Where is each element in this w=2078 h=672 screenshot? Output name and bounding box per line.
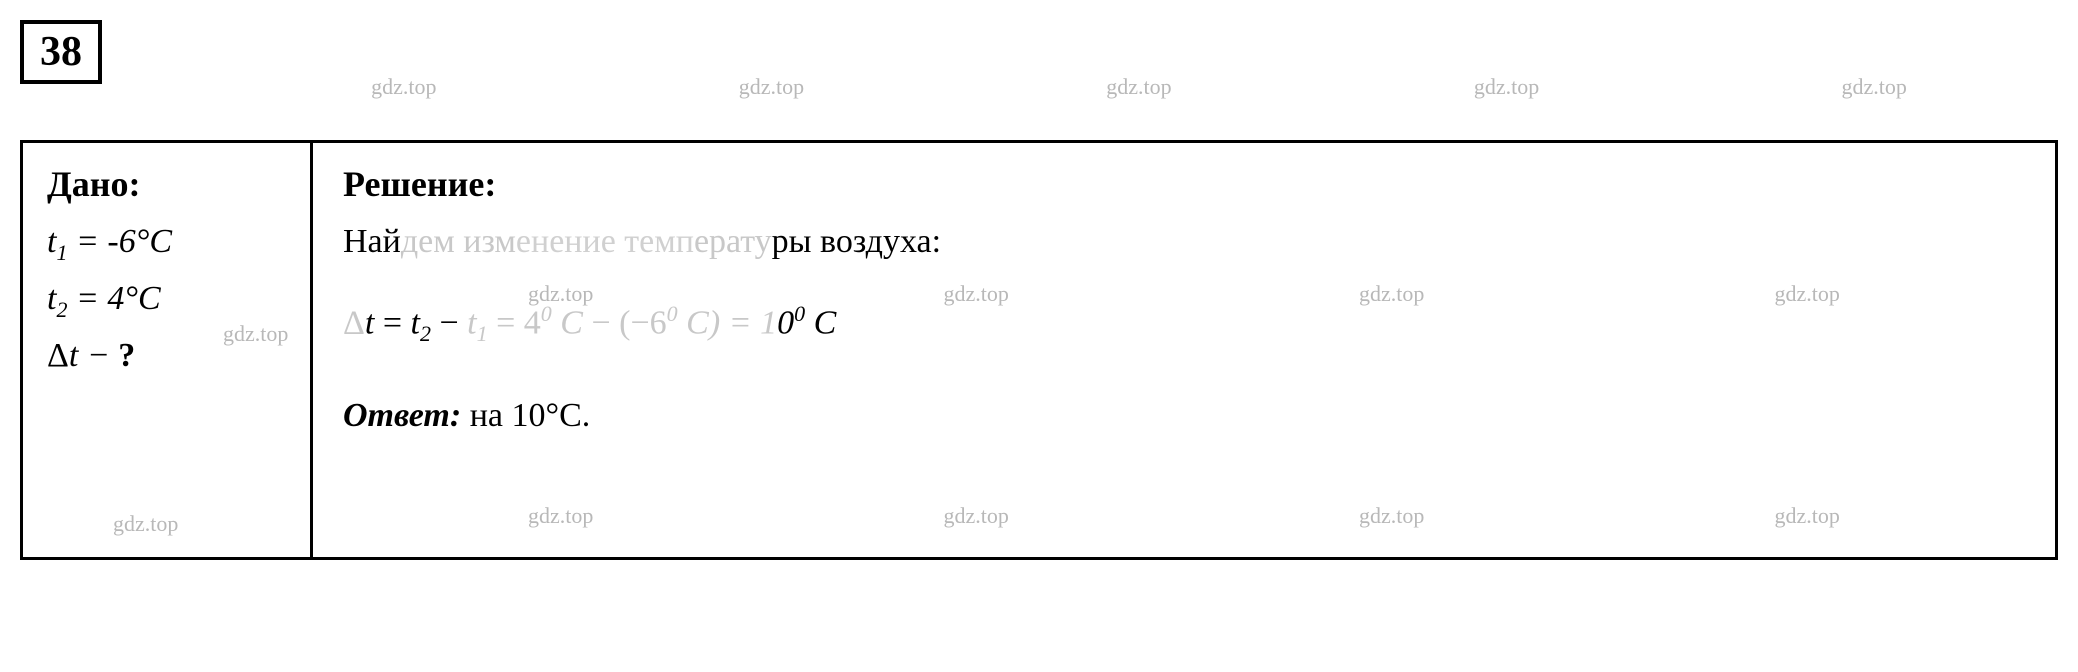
watermark: gdz.top xyxy=(944,503,1009,529)
minus: − xyxy=(431,304,467,341)
sub: 1 xyxy=(56,240,67,265)
ten: 0 xyxy=(777,304,794,341)
solution-column: Решение: Найдем изменение температуры во… xyxy=(313,143,2055,557)
part-faded: енение темп xyxy=(516,223,694,260)
sub: 2 xyxy=(56,297,67,322)
problem-number: 38 xyxy=(40,29,82,75)
c: C xyxy=(805,304,836,341)
t1: t xyxy=(467,304,476,341)
c: C xyxy=(552,304,583,341)
watermark-row-top: gdz.top gdz.top gdz.top gdz.top gdz.top xyxy=(20,74,2058,100)
solution-table: Дано: t1 = -6°C t2 = 4°C gdz.top Δt − ? … xyxy=(20,140,2058,560)
watermark: gdz.top xyxy=(1841,74,1906,100)
answer-line: Ответ: на 10°C. xyxy=(343,397,2025,435)
given-t1: t1 = -6°C xyxy=(47,223,286,266)
delta: Δ xyxy=(47,337,69,374)
watermark-row-bottom: gdz.top gdz.top gdz.top gdz.top xyxy=(313,503,2055,529)
watermark: gdz.top xyxy=(944,281,1009,307)
watermark: gdz.top xyxy=(1359,503,1424,529)
question-mark: ? xyxy=(118,337,135,374)
eq: = 4 xyxy=(488,304,541,341)
watermark: gdz.top xyxy=(371,74,436,100)
minus: − (−6 xyxy=(583,304,667,341)
answer-text: на 10°C. xyxy=(461,397,590,434)
dash: − xyxy=(78,337,118,374)
var: t xyxy=(69,337,78,374)
watermark: gdz.top xyxy=(1775,281,1840,307)
watermark: gdz.top xyxy=(1106,74,1171,100)
part: ры воздуха: xyxy=(772,223,941,260)
answer-label: Ответ: xyxy=(343,397,461,434)
given-column: Дано: t1 = -6°C t2 = 4°C gdz.top Δt − ? xyxy=(23,143,313,557)
solution-title: Решение: xyxy=(343,163,2025,205)
solution-formula: Δt = t2 − t1 = 40 C − (−60 C) = 100 C xyxy=(343,301,2025,347)
part-faded: ерату xyxy=(694,223,772,260)
delta: Δ xyxy=(343,304,365,341)
problem-number-box: 38 xyxy=(20,20,102,84)
watermark: gdz.top xyxy=(223,321,288,347)
solution-line1: Найдем изменение температуры воздуха: xyxy=(343,223,2025,261)
sub: 1 xyxy=(477,321,488,346)
watermark: gdz.top xyxy=(1474,74,1539,100)
watermark: gdz.top xyxy=(739,74,804,100)
t: t xyxy=(365,304,374,341)
watermark: gdz.top xyxy=(113,511,178,537)
watermark: gdz.top xyxy=(1359,281,1424,307)
part-faded: дем изм xyxy=(401,223,516,260)
eq: = -6°C xyxy=(67,223,172,260)
given-title: Дано: xyxy=(47,163,286,205)
eq: = 4°C xyxy=(67,280,160,317)
watermark: gdz.top xyxy=(528,281,593,307)
sub: 2 xyxy=(420,321,431,346)
watermark: gdz.top xyxy=(528,503,593,529)
watermark-row-middle: gdz.top gdz.top gdz.top gdz.top xyxy=(313,281,2055,307)
c: C) = 1 xyxy=(678,304,777,341)
part: Най xyxy=(343,223,401,260)
given-t2: t2 = 4°C gdz.top xyxy=(47,280,286,323)
eq: = xyxy=(374,304,410,341)
watermark: gdz.top xyxy=(1775,503,1840,529)
t2: t xyxy=(411,304,420,341)
